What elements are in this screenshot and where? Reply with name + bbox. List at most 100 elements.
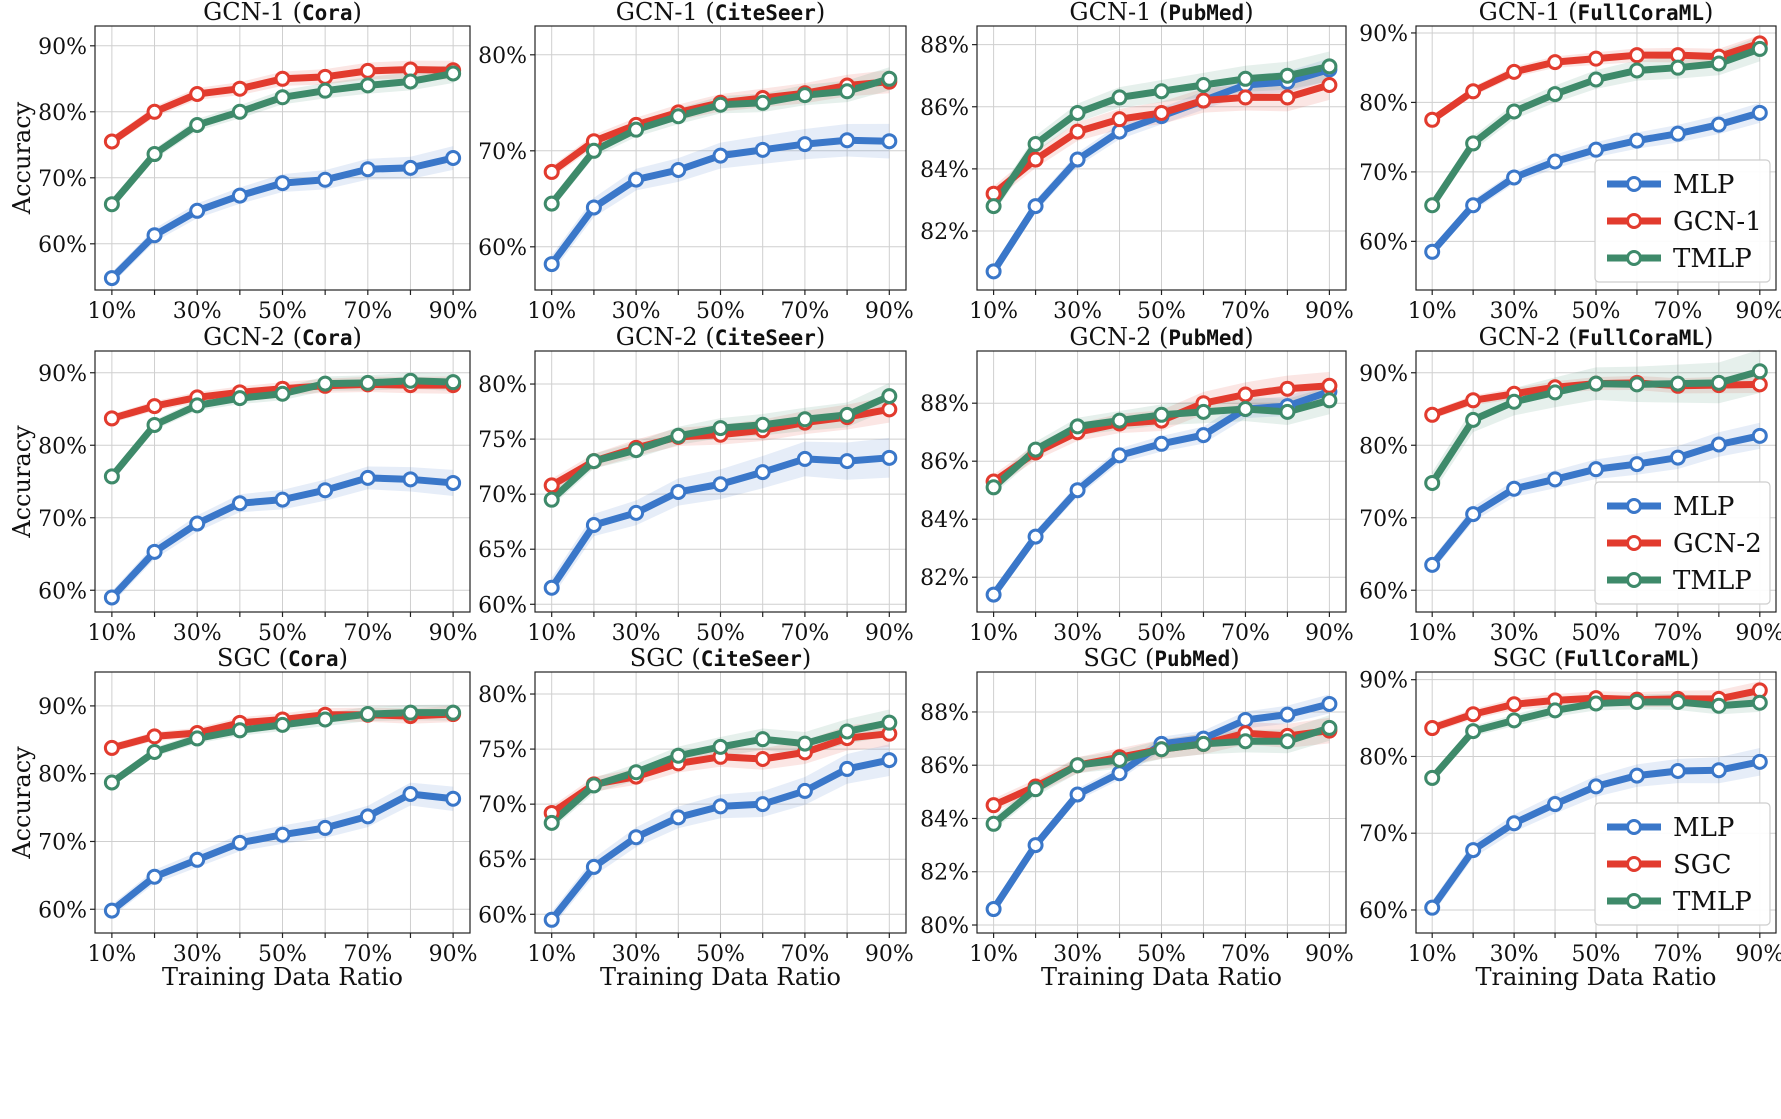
y-tick-label: 90% [1359,22,1408,47]
data-point-sgc [1465,706,1482,723]
legend-entry-label: MLP [1673,492,1734,522]
data-point-mlp [543,579,560,596]
data-point-mlp [1027,198,1044,215]
data-point-mlp [1588,141,1604,158]
x-tick-label: 30% [173,942,222,967]
legend-box [1594,481,1771,605]
y-tick-label: 82% [920,566,969,591]
x-tick-label: 90% [1735,621,1781,646]
y-tick-label: 86% [920,450,969,475]
data-point-tmlp [585,142,602,159]
data-point-mlp [402,786,419,803]
data-point-mlp [796,136,813,153]
data-point-mlp [754,796,771,813]
data-point-mlp [317,819,334,836]
title-close: ) [816,323,825,351]
data-point-mlp [1669,125,1686,142]
y-tick-label: 60% [1359,579,1408,604]
data-point-tmlp [103,196,120,213]
data-point-tmlp [1195,403,1212,420]
data-point-tmlp [103,468,120,485]
data-point-sgc [1506,696,1523,713]
subplot-title: GCN-1 (FullCoraML) [1479,0,1714,26]
data-point-mlp [1424,899,1441,916]
x-tick-label: 50% [696,299,745,324]
x-tick-label: 90% [1305,299,1354,324]
y-tick-label: 75% [478,738,527,763]
data-point-tmlp [189,730,206,747]
data-point-mlp [881,752,898,769]
title-dataset: FullCoraML [1578,326,1704,350]
data-point-mlp [1710,116,1727,133]
data-point-tmlp [1506,712,1523,729]
legend-swatch-marker [1626,893,1642,909]
data-point-tmlp [274,385,291,402]
x-tick-label: 90% [1735,299,1781,324]
title-dataset: PubMed [1168,1,1244,25]
data-point-tmlp [1547,384,1564,401]
y-tick-label: 90% [1359,669,1408,694]
data-point-tmlp [1237,70,1254,87]
data-point-mlp [445,150,462,166]
data-point-mlp [146,543,163,560]
x-tick-label: 10% [969,621,1018,646]
x-tick-label: 10% [87,621,136,646]
y-axis-label: Accuracy [8,101,36,215]
data-point-tmlp [146,416,163,433]
x-tick-label: 70% [1653,621,1702,646]
data-point-tmlp [445,65,462,82]
y-tick-label: 70% [478,140,527,165]
data-point-mlp [1237,711,1254,728]
legend-entry-label: MLP [1673,170,1734,200]
y-tick-label: 70% [478,483,527,508]
data-point-tmlp [796,87,813,104]
data-point-tmlp [274,89,291,106]
x-tick-label: 50% [1137,621,1186,646]
y-tick-label: 70% [1359,507,1408,532]
y-axis-label: Accuracy [8,425,36,539]
data-point-mlp [189,202,206,219]
data-point-mlp [881,449,898,466]
x-tick-label: 50% [1137,299,1186,324]
data-point-tmlp [881,714,898,731]
data-point-mlp [445,790,462,807]
data-point-tmlp [1237,401,1254,417]
y-tick-label: 75% [478,428,527,453]
y-tick-label: 70% [38,830,87,855]
x-tick-label: 30% [1053,942,1102,967]
data-point-gcn-1 [317,68,334,85]
data-point-tmlp [274,716,291,733]
title-close: ) [1704,323,1713,351]
x-tick-label: 50% [258,299,307,324]
x-tick-label: 70% [780,621,829,646]
title-model: SGC ( [630,644,701,672]
data-point-tmlp [1751,363,1768,380]
data-point-tmlp [1424,769,1441,786]
data-point-mlp [1111,447,1128,464]
data-point-tmlp [1465,135,1482,152]
y-tick-label: 60% [478,236,527,261]
y-tick-label: 80% [1359,434,1408,459]
data-point-gcn-1 [1321,77,1338,94]
data-point-mlp [231,187,248,204]
subplot-title: GCN-1 (CiteSeer) [616,0,825,26]
data-point-gcn-1 [1069,123,1086,140]
data-point-tmlp [1321,392,1338,409]
data-point-mlp [1669,449,1686,466]
subplot-gcn-2-fullcoraml: 60% 70% 80% 90% 10% 30% 50% 70% 90% GCN-2 (FullCo… [1359,323,1781,646]
title-dataset: Cora [302,1,353,25]
y-tick-label: 70% [38,507,87,532]
y-tick-label: 80% [38,763,87,788]
x-tick-label: 30% [173,621,222,646]
legend-entry-label: TMLP [1673,887,1752,917]
data-point-mlp [985,586,1002,603]
subplot-gcn-1-pubmed: 82% 84% 86% 88% 10% 30% 50% 70% 90% GCN-1 (PubMed… [920,0,1354,324]
data-point-mlp [543,256,560,273]
x-tick-label: 10% [969,942,1018,967]
subplot-title: GCN-1 (Cora) [203,0,362,26]
data-point-tmlp [1710,697,1727,714]
data-point-mlp [712,798,729,815]
data-point-mlp [231,834,248,851]
x-tick-label: 90% [865,942,914,967]
data-point-gcn-1 [231,80,248,97]
